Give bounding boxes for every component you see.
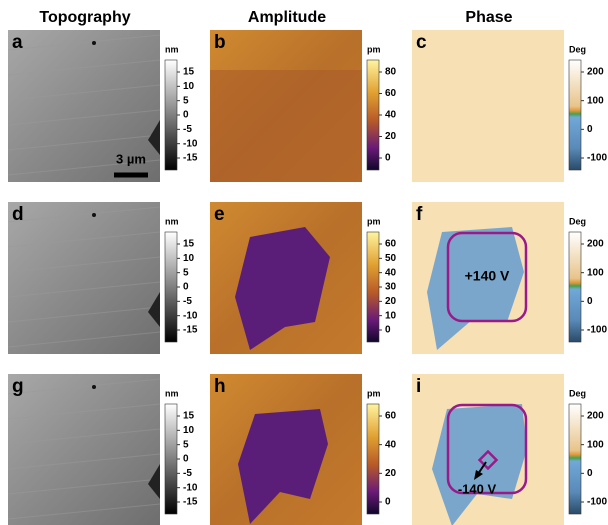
tick-label: 40 xyxy=(385,439,397,450)
column-title: Amplitude xyxy=(248,9,326,26)
tick-label: 15 xyxy=(183,67,195,78)
panel-letter: a xyxy=(12,32,23,53)
tick-label: -100 xyxy=(587,325,607,336)
defect xyxy=(92,41,96,45)
tick-label: -5 xyxy=(183,296,192,307)
panel-letter: h xyxy=(214,376,226,397)
tick-label: 0 xyxy=(587,124,593,135)
colorbar xyxy=(367,60,379,170)
image-panel xyxy=(8,374,160,525)
colorbar xyxy=(367,232,379,342)
band xyxy=(210,70,362,182)
tick-label: 60 xyxy=(385,411,397,422)
tick-label: 15 xyxy=(183,239,195,250)
tick-label: 0 xyxy=(385,325,391,336)
colorbar-unit: Deg xyxy=(569,44,586,54)
tick-label: -10 xyxy=(183,138,198,149)
colorbar-unit: nm xyxy=(165,44,179,54)
panel-letter: e xyxy=(214,204,225,225)
colorbar-unit: Deg xyxy=(569,216,586,226)
tick-label: 100 xyxy=(587,267,604,278)
tick-label: 0 xyxy=(183,282,189,293)
tick-label: -10 xyxy=(183,310,198,321)
tick-label: 0 xyxy=(183,454,189,465)
colorbar xyxy=(569,232,581,342)
image-panel xyxy=(412,30,564,182)
tick-label: 15 xyxy=(183,411,195,422)
colorbar-unit: pm xyxy=(367,216,381,226)
voltage-label: -140 V xyxy=(458,481,497,496)
tick-label: -100 xyxy=(587,153,607,164)
tick-label: 200 xyxy=(587,67,604,78)
tick-label: 200 xyxy=(587,411,604,422)
tick-label: 30 xyxy=(385,282,397,293)
voltage-label: +140 V xyxy=(465,268,510,284)
defect xyxy=(92,385,96,389)
tick-label: 40 xyxy=(385,110,397,121)
colorbar xyxy=(569,404,581,514)
tick-label: 0 xyxy=(385,497,391,508)
tick-label: 20 xyxy=(385,131,397,142)
tick-label: 60 xyxy=(385,239,397,250)
scale-bar-label: 3 µm xyxy=(116,151,146,166)
colorbar-unit: pm xyxy=(367,388,381,398)
tick-label: 0 xyxy=(183,110,189,121)
tick-label: -15 xyxy=(183,497,198,508)
panel-letter: i xyxy=(416,376,421,397)
tick-label: -15 xyxy=(183,153,198,164)
colorbar-unit: Deg xyxy=(569,388,586,398)
tick-label: -5 xyxy=(183,124,192,135)
tick-label: 20 xyxy=(385,296,397,307)
defect xyxy=(92,213,96,217)
colorbar xyxy=(165,404,177,514)
colorbar xyxy=(165,232,177,342)
tick-label: -5 xyxy=(183,468,192,479)
tick-label: 5 xyxy=(183,439,189,450)
tick-label: 10 xyxy=(183,425,195,436)
colorbar xyxy=(165,60,177,170)
tick-label: 10 xyxy=(183,253,195,264)
tick-label: 100 xyxy=(587,439,604,450)
tick-label: -100 xyxy=(587,497,607,508)
tick-label: 60 xyxy=(385,88,397,99)
panel-letter: d xyxy=(12,204,24,225)
colorbar xyxy=(569,60,581,170)
tick-label: -10 xyxy=(183,482,198,493)
tick-label: 100 xyxy=(587,95,604,106)
tick-label: 40 xyxy=(385,267,397,278)
panel-letter: f xyxy=(416,204,423,225)
tick-label: 0 xyxy=(385,153,391,164)
colorbar xyxy=(367,404,379,514)
tick-label: 5 xyxy=(183,95,189,106)
figure: Topography Amplitude Phase anm151050-5-1… xyxy=(0,0,608,525)
image-panel xyxy=(8,202,160,354)
tick-label: 5 xyxy=(183,267,189,278)
tick-label: 0 xyxy=(587,468,593,479)
tick-label: 20 xyxy=(385,468,397,479)
tick-label: 10 xyxy=(385,310,397,321)
panel-letter: c xyxy=(416,32,427,53)
colorbar-unit: pm xyxy=(367,44,381,54)
panel-letter: g xyxy=(12,376,24,397)
tick-label: 200 xyxy=(587,239,604,250)
panel-letter: b xyxy=(214,32,226,53)
tick-label: 10 xyxy=(183,81,195,92)
column-title: Topography xyxy=(39,9,130,26)
tick-label: 80 xyxy=(385,67,397,78)
colorbar-unit: nm xyxy=(165,216,179,226)
column-title: Phase xyxy=(465,9,512,26)
tick-label: -15 xyxy=(183,325,198,336)
tick-label: 50 xyxy=(385,253,397,264)
colorbar-unit: nm xyxy=(165,388,179,398)
tick-label: 0 xyxy=(587,296,593,307)
